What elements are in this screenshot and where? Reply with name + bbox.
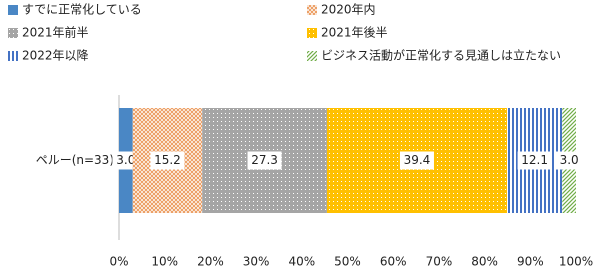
legend-swatch xyxy=(8,51,18,61)
category-label: ペルー(n=33) xyxy=(36,153,114,167)
x-tick-label: 100% xyxy=(559,255,593,269)
legend-label: 2021年前半 xyxy=(22,25,89,40)
data-label-box xyxy=(517,151,552,170)
legend-label: すでに正常化している xyxy=(22,3,142,17)
x-tick-label: 0% xyxy=(109,255,128,269)
legend-swatch xyxy=(8,5,18,15)
data-label-box xyxy=(150,151,185,170)
x-tick-label: 50% xyxy=(334,255,361,269)
legend-swatch xyxy=(8,28,18,38)
legend-swatch xyxy=(307,51,317,61)
x-tick-label: 80% xyxy=(471,255,498,269)
legend-label: 2022年以降 xyxy=(22,49,89,63)
data-label-box xyxy=(399,151,434,170)
x-tick-label: 70% xyxy=(426,255,453,269)
x-tick-label: 20% xyxy=(197,255,224,269)
data-label: 3.0 xyxy=(116,153,135,167)
legend-label: ビジネス活動が正常化する見通しは立たない xyxy=(321,48,561,63)
x-tick-label: 60% xyxy=(380,255,407,269)
data-label: 3.0 xyxy=(560,153,579,167)
data-label: 39.4 xyxy=(404,153,431,167)
legend-label: 2020年内 xyxy=(321,3,376,17)
x-tick-label: 30% xyxy=(243,255,270,269)
data-label-box xyxy=(112,151,140,170)
legend-swatch xyxy=(307,28,317,38)
legend-swatch xyxy=(307,5,317,15)
data-label: 15.2 xyxy=(154,153,181,167)
x-tick-label: 90% xyxy=(517,255,544,269)
legend-label: 2021年後半 xyxy=(321,26,388,40)
data-label: 12.1 xyxy=(521,153,548,167)
data-label: 27.3 xyxy=(251,153,278,167)
data-label-box xyxy=(555,151,583,170)
data-label-box xyxy=(247,151,282,170)
x-tick-label: 10% xyxy=(151,255,178,269)
x-tick-label: 40% xyxy=(288,255,315,269)
